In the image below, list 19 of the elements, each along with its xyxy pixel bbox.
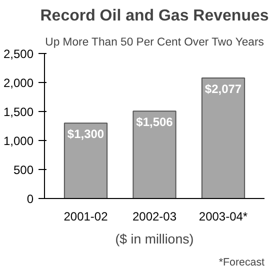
bar: [132, 110, 176, 198]
x-tick-label: 2002-03: [132, 210, 177, 224]
chart-subtitle: Up More Than 50 Per Cent Over Two Years: [45, 36, 264, 48]
x-tick-label: 2001-02: [64, 210, 108, 224]
chart-title: Record Oil and Gas Revenues: [40, 8, 269, 24]
y-tick-label: 0: [26, 192, 34, 206]
bar: [64, 122, 108, 198]
x-tick-label: 2003-04*: [198, 210, 248, 224]
bar: [201, 78, 246, 198]
y-tick-label: 1,000: [3, 134, 34, 148]
y-tick-label: 2,500: [3, 47, 34, 61]
data-label: $2,077: [204, 82, 242, 96]
text: *Forecast: [218, 256, 265, 268]
y-tick-label: 2,000: [3, 76, 34, 90]
data-label: $1,506: [136, 115, 174, 130]
y-tick-label: 1,500: [3, 105, 34, 119]
data-label: $1,300: [67, 127, 104, 142]
x-axis-title: ($ in millions): [115, 232, 194, 246]
y-tick-label: 500: [13, 163, 34, 177]
